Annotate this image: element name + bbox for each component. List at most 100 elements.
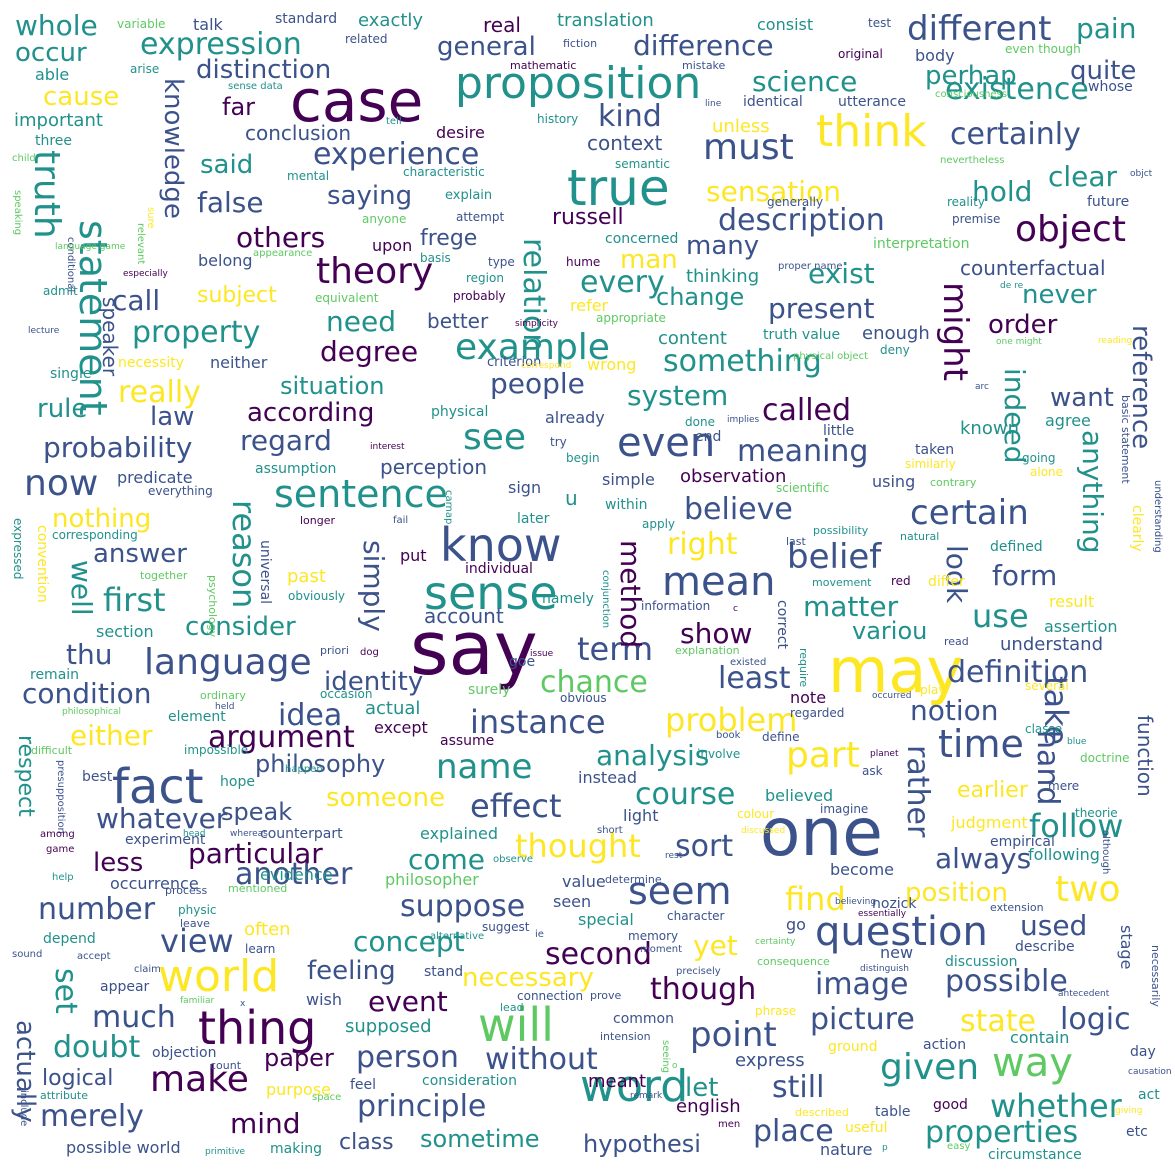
word: may — [828, 634, 964, 707]
word: explanation — [675, 644, 740, 657]
word: interpretation — [873, 236, 970, 252]
word: become — [830, 860, 895, 879]
word: world — [158, 951, 280, 1002]
word: result — [1049, 592, 1095, 611]
word: conjunction — [600, 570, 611, 629]
word: discussed — [741, 826, 786, 836]
word: characteristic — [403, 165, 485, 179]
word: number — [38, 892, 156, 927]
word: part — [786, 735, 860, 776]
word: enough — [862, 323, 930, 344]
word: way — [992, 1040, 1073, 1086]
word: sometime — [420, 1125, 540, 1153]
word: course — [635, 777, 736, 812]
word: psychology — [206, 575, 219, 638]
word: important — [14, 110, 103, 131]
word: mean — [662, 559, 776, 605]
word: even though — [1005, 42, 1081, 56]
word: contrary — [930, 476, 977, 489]
word: point — [690, 1015, 777, 1055]
word: help — [52, 872, 74, 883]
word: experience — [313, 137, 480, 172]
word: something — [663, 344, 822, 379]
word: position — [905, 878, 1008, 908]
word: reference — [1126, 325, 1156, 450]
word: claim — [134, 964, 161, 975]
word: according — [247, 398, 375, 428]
word: many — [686, 231, 760, 261]
word: question — [815, 909, 988, 955]
word: appropriate — [596, 311, 666, 325]
word: rest — [665, 851, 683, 861]
word: person — [356, 1040, 459, 1075]
word: view — [160, 922, 234, 960]
word: except — [374, 718, 428, 737]
word: subject — [197, 283, 277, 308]
word: discussion — [945, 954, 1018, 970]
word: circumstance — [988, 1147, 1082, 1163]
word: consciousness — [935, 89, 1008, 100]
word: planet — [870, 749, 899, 759]
word: experiment — [125, 832, 206, 848]
word: section — [96, 622, 154, 641]
word: second — [545, 937, 652, 972]
word: observation — [680, 466, 787, 487]
word: example — [455, 327, 610, 368]
word: held — [215, 702, 235, 712]
word: obvious — [560, 691, 607, 705]
word: rather — [900, 745, 935, 838]
word: consequence — [757, 955, 830, 968]
word: phrase — [755, 1004, 797, 1018]
word: follow — [1029, 807, 1124, 845]
word: one — [760, 794, 883, 871]
word: deny — [880, 343, 910, 357]
word: description — [718, 203, 885, 238]
word: sound — [12, 949, 43, 960]
word: classe — [1025, 722, 1063, 736]
word: accept — [77, 951, 111, 962]
word: include — [18, 1090, 29, 1127]
word: two — [1055, 869, 1121, 910]
word: basis — [420, 251, 451, 265]
word: thinking — [686, 266, 760, 287]
word: philosophical — [62, 707, 122, 717]
word: hand — [1030, 730, 1065, 806]
word: simplicity — [515, 319, 558, 329]
word: particular — [188, 837, 323, 870]
word: o — [672, 1061, 678, 1071]
word: event — [368, 985, 448, 1018]
word: degree — [320, 335, 419, 368]
word: thought — [515, 827, 641, 865]
word: mathematic — [510, 59, 577, 72]
word: feel — [350, 1077, 377, 1093]
word: name — [436, 747, 533, 787]
word: need — [326, 305, 396, 338]
word: universal — [257, 540, 273, 605]
word: space — [312, 1092, 342, 1103]
word: someone — [326, 783, 446, 813]
word: alone — [1030, 465, 1064, 479]
word: stage — [1117, 925, 1136, 970]
word: identity — [324, 667, 424, 697]
word: ie — [535, 929, 544, 940]
word: class — [339, 1130, 394, 1155]
word: element — [168, 709, 226, 725]
word: truth — [26, 150, 67, 239]
word: relation — [516, 238, 551, 353]
word: admit — [43, 284, 78, 298]
word: primitive — [205, 1147, 246, 1157]
word: sign — [508, 478, 542, 497]
word: depend — [43, 931, 96, 947]
word: new — [880, 943, 914, 962]
word: end — [695, 429, 722, 445]
word: useful — [845, 1120, 888, 1136]
word: special — [578, 910, 634, 929]
word: paper — [264, 1044, 334, 1072]
word: issue — [530, 649, 554, 659]
word: occur — [15, 38, 87, 68]
word: existed — [730, 657, 767, 668]
word: mind — [230, 1107, 301, 1140]
word: respect — [13, 735, 38, 817]
word: alternative — [430, 931, 485, 942]
word: correct — [774, 600, 790, 650]
